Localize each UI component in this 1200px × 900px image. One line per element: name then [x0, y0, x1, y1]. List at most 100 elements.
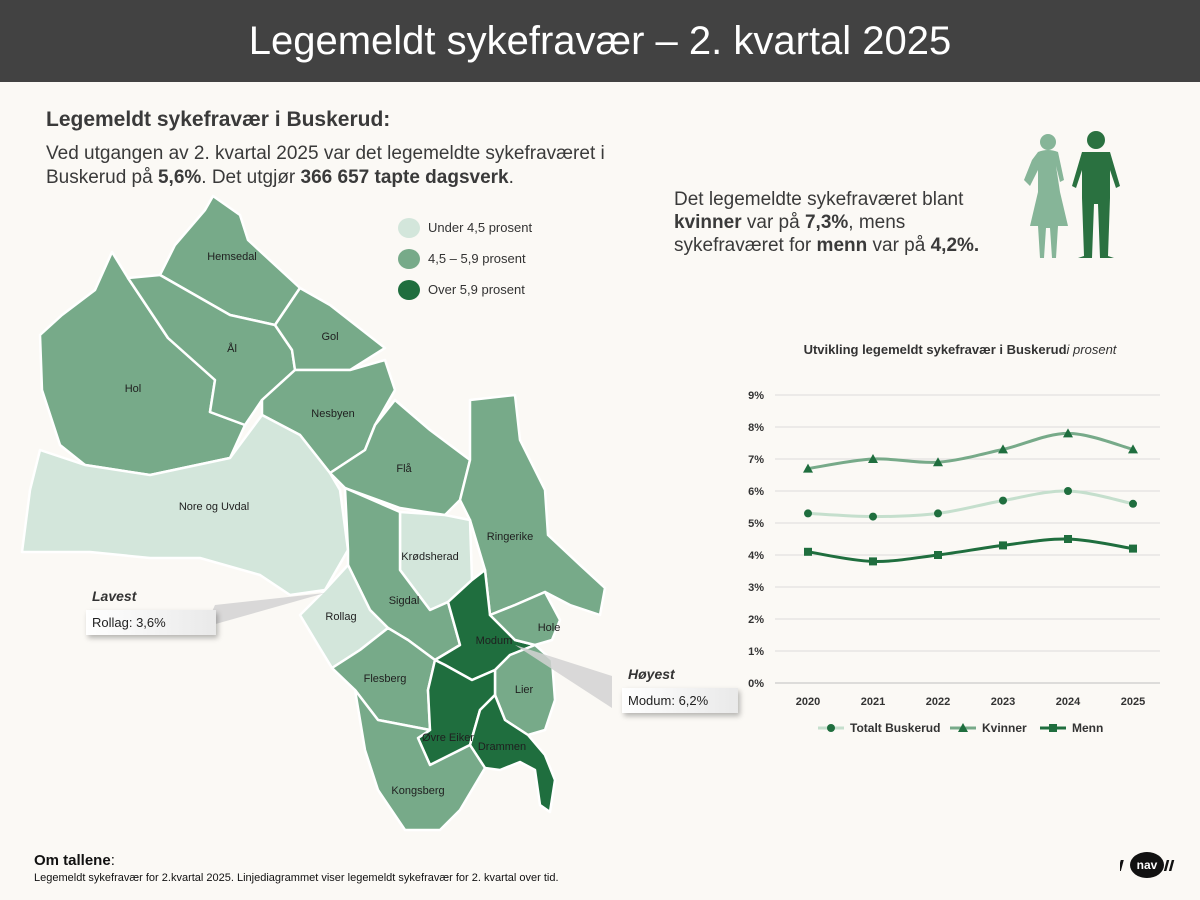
map-label-nore-og-uvdal: Nore og Uvdal — [179, 501, 249, 513]
footer-text: Legemeldt sykefravær for 2.kvartal 2025.… — [34, 872, 559, 884]
chart-point-kvinner — [803, 463, 813, 473]
chart-point-menn — [934, 551, 942, 559]
chart-point-totalt-buskerud — [804, 509, 812, 518]
lowest-callout-title: Lavest — [92, 588, 137, 604]
map-label-ringerike: Ringerike — [487, 531, 533, 543]
woman-silhouette-icon — [1024, 134, 1068, 258]
men-value: 4,2%. — [930, 235, 980, 256]
legend-swatch-low — [398, 217, 420, 238]
highest-callout: Høyest Modum: 6,2% — [622, 666, 738, 713]
series-line-totalt-buskerud — [807, 489, 1134, 519]
chart-point-legend-menn — [1049, 724, 1057, 732]
women-value: 7,3% — [804, 212, 849, 233]
y-tick-label: 3% — [748, 582, 764, 594]
y-tick-label: 4% — [748, 550, 764, 562]
chart-point-menn — [1064, 535, 1072, 543]
x-tick-label: 2022 — [926, 696, 950, 708]
x-tick-label: 2021 — [861, 696, 885, 708]
intro-text: Ved utgangen av 2. kvartal 2025 var det … — [46, 142, 666, 190]
gender-silhouettes-icon — [1024, 131, 1120, 258]
chart-point-kvinner — [868, 454, 878, 463]
footer-title: Om tallene: — [34, 852, 115, 869]
chart-point-menn — [999, 541, 1007, 550]
nav-logo-right-stroke-2 — [1168, 860, 1175, 871]
map-label-lier: Lier — [515, 684, 534, 696]
nav-logo-left-stroke — [1120, 860, 1124, 871]
nav-logo-text: nav — [1137, 858, 1158, 872]
chart-point-menn — [804, 547, 812, 556]
map-legend: Under 4,5 prosent 4,5 – 5,9 prosent Over… — [398, 212, 532, 305]
chart-series — [803, 428, 1138, 566]
map-region-kongsberg[interactable] — [353, 688, 487, 832]
highest-callout-title: Høyest — [628, 666, 675, 682]
chart-y-axis: 0% 1% 2% 3% 4% 5% 6% 7% 8% 9% — [748, 390, 764, 690]
y-tick-label: 7% — [748, 454, 764, 466]
legend-label-kvinner: Kvinner — [982, 721, 1027, 735]
map-label-ovre-eiker: Øvre Eiker — [422, 732, 474, 744]
chart-title: Utvikling legemeldt sykefravær i Buskeru… — [804, 342, 1118, 357]
nav-logo-right-stroke-1 — [1163, 860, 1170, 871]
chart-grid — [775, 394, 1160, 684]
chart-title-main: Utvikling legemeldt sykefravær i Buskeru… — [804, 342, 1067, 357]
gender-text-3: , mens sykefraværet for — [674, 212, 906, 256]
map-label-hemsedal: Hemsedal — [207, 251, 257, 263]
chart-point-kvinner — [998, 444, 1008, 454]
chart-point-totalt-buskerud — [869, 512, 877, 521]
women-word: kvinner — [674, 212, 742, 233]
x-tick-label: 2023 — [991, 696, 1015, 708]
chart-point-totalt-buskerud — [1064, 487, 1072, 495]
gender-text: Det legemeldte sykefraværet blant kvinne… — [674, 188, 1014, 257]
chart-point-legend-totalt-buskerud — [827, 724, 835, 732]
map-label-kongsberg: Kongsberg — [391, 785, 444, 797]
legend-swatch-high — [398, 279, 420, 300]
page-title: Legemeldt sykefravær – 2. kvartal 2025 — [248, 19, 952, 63]
intro-text-3: . — [508, 167, 514, 188]
legend-label-totalt-buskerud: Totalt Buskerud — [850, 721, 940, 735]
lowest-callout-pointer — [205, 593, 325, 627]
lowest-callout-text: Rollag: 3,6% — [86, 610, 216, 635]
legend-swatch-mid — [398, 248, 420, 269]
y-tick-label: 0% — [748, 678, 764, 690]
header-banner: Legemeldt sykefravær – 2. kvartal 2025 — [0, 0, 1200, 82]
legend-item-low: Under 4,5 prosent — [398, 212, 532, 243]
map-label-modum: Modum — [476, 635, 513, 647]
chart-point-kvinner — [1063, 428, 1073, 438]
x-tick-label: 2024 — [1056, 696, 1081, 708]
chart-point-legend-kvinner — [958, 723, 968, 732]
series-line-kvinner — [807, 431, 1134, 471]
map-label-al: Ål — [227, 342, 237, 355]
legend-label-low: Under 4,5 prosent — [428, 220, 533, 235]
x-tick-label: 2025 — [1121, 696, 1145, 708]
map-label-gol: Gol — [321, 331, 338, 343]
legend-item-mid: 4,5 – 5,9 prosent — [398, 243, 532, 274]
buskerud-map: Hemsedal Ål Hol Gol Nesbyen Flå Nore og … — [20, 194, 612, 832]
chart-point-totalt-buskerud — [1129, 499, 1137, 508]
intro-text-2: . Det utgjør — [201, 167, 301, 188]
total-value: 5,6% — [157, 167, 202, 188]
x-tick-label: 2020 — [796, 696, 820, 708]
map-label-hole: Hole — [538, 622, 561, 634]
men-word: menn — [816, 235, 868, 256]
y-tick-label: 8% — [748, 422, 764, 434]
man-silhouette-icon — [1072, 131, 1120, 258]
chart-point-kvinner — [1128, 444, 1138, 454]
map-region-ringerike[interactable] — [458, 393, 607, 617]
map-region-nore-og-uvdal[interactable] — [20, 413, 350, 597]
map-label-sigdal: Sigdal — [389, 595, 420, 607]
map-region-hole[interactable] — [488, 590, 562, 647]
y-tick-label: 1% — [748, 646, 764, 658]
nav-logo: nav — [1120, 852, 1175, 878]
chart-point-menn — [869, 557, 877, 566]
chart-x-axis: 2020 2021 2022 2023 2024 2025 — [796, 696, 1145, 708]
line-chart: Utvikling legemeldt sykefravær i Buskeru… — [748, 342, 1160, 735]
highest-callout-text: Modum: 6,2% — [622, 688, 738, 713]
y-tick-label: 6% — [748, 486, 764, 498]
series-line-menn — [807, 537, 1134, 563]
highest-callout-pointer — [515, 645, 612, 708]
map-label-nesbyen: Nesbyen — [311, 408, 354, 420]
legend-label-mid: 4,5 – 5,9 prosent — [428, 251, 526, 266]
intro-text-1: Ved utgangen av 2. kvartal 2025 var det … — [46, 143, 605, 188]
chart-point-kvinner — [933, 457, 943, 467]
map-label-drammen: Drammen — [478, 741, 526, 753]
intro-heading: Legemeldt sykefravær i Buskerud: — [46, 108, 391, 131]
